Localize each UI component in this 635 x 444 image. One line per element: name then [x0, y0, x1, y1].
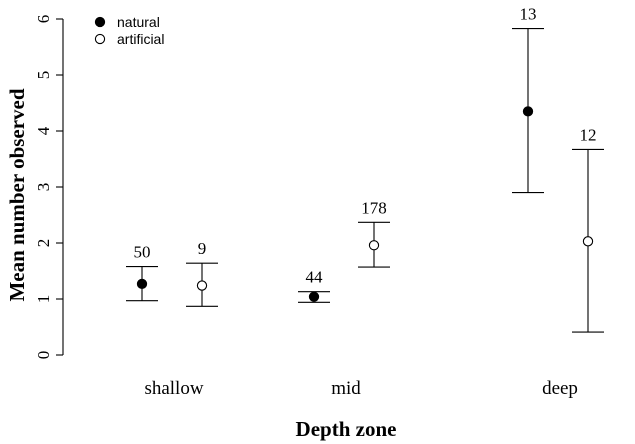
- sample-size-label: 13: [520, 5, 537, 24]
- natural-point: [522, 106, 534, 117]
- y-tick-label: 6: [34, 15, 53, 24]
- artificial-point: [582, 236, 594, 247]
- x-tick-label: deep: [542, 378, 578, 399]
- legend-artificial-label: artificial: [117, 31, 164, 47]
- x-tick-labels: shallow mid deep: [144, 378, 577, 399]
- data-marks: 50 44 13 9 178 12: [126, 5, 604, 333]
- artificial-deep-point-group: 12: [572, 125, 604, 333]
- natural-point: [308, 291, 320, 302]
- legend-natural-label: natural: [117, 14, 160, 30]
- y-tick-label: 0: [34, 351, 53, 360]
- natural-point: [136, 278, 148, 290]
- y-tick-label: 2: [34, 239, 53, 248]
- sample-size-label: 178: [361, 198, 387, 217]
- legend-natural-marker: [94, 16, 106, 28]
- legend-artificial-marker: [94, 33, 106, 45]
- y-ticks: 0 1 2 3 4 5 6: [34, 15, 63, 360]
- y-tick-label: 4: [34, 126, 53, 135]
- artificial-mid-point-group: 178: [358, 198, 390, 268]
- sample-size-label: 44: [306, 268, 324, 287]
- artificial-point: [196, 280, 208, 291]
- artificial-point: [368, 240, 380, 251]
- natural-deep-point-group: 13: [512, 5, 544, 194]
- natural-shallow-point-group: 50: [126, 243, 158, 302]
- sample-size-label: 50: [134, 243, 151, 262]
- sample-size-label: 9: [198, 239, 207, 258]
- natural-mid-point-group: 44: [298, 268, 330, 303]
- x-tick-label: shallow: [144, 378, 203, 399]
- x-axis-title: Depth zone: [296, 417, 397, 441]
- artificial-shallow-point-group: 9: [186, 239, 218, 307]
- sample-size-label: 12: [580, 125, 597, 144]
- y-tick-label: 1: [34, 295, 53, 304]
- y-tick-label: 3: [34, 183, 53, 192]
- x-tick-label: mid: [331, 378, 361, 399]
- y-axis-title: Mean number observed: [5, 88, 29, 301]
- y-tick-label: 5: [34, 71, 53, 80]
